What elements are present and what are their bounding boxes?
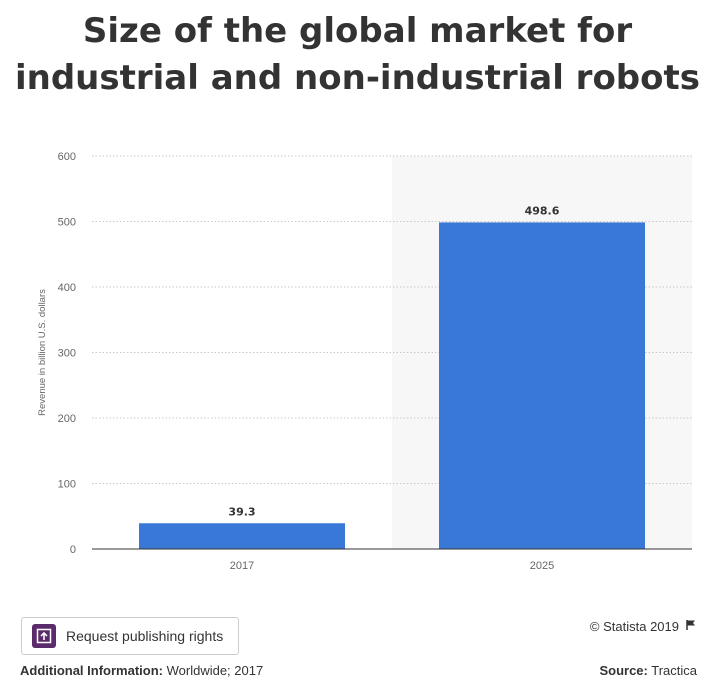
chart-title-line-2: industrial and non-industrial robots (14, 58, 700, 98)
x-tick-label: 2025 (530, 560, 554, 572)
copyright-notice[interactable]: © Statista 2019 (590, 619, 697, 634)
chart-title: Size of the global market for industrial… (0, 8, 715, 102)
y-tick-label: 300 (58, 348, 76, 360)
additional-information-value: Worldwide; 2017 (166, 663, 264, 678)
request-publishing-rights-label: Request publishing rights (66, 628, 224, 644)
chart-title-line-1: Size of the global market for (82, 11, 633, 51)
y-tick-label: 400 (58, 282, 76, 294)
source-value: Tractica (651, 663, 697, 678)
x-tick-label: 2017 (230, 560, 254, 572)
data-label: 39.3 (228, 505, 255, 518)
bar-chart: 0 100 200 300 400 500 600 Revenue in billion U.… (37, 151, 692, 572)
y-tick-label: 200 (58, 413, 76, 425)
publish-icon (32, 624, 56, 648)
y-tick-label: 100 (58, 479, 76, 491)
flag-icon[interactable] (685, 619, 697, 634)
y-tick-label: 600 (58, 151, 76, 163)
y-tick-label: 500 (58, 217, 76, 229)
additional-information: Additional Information: Worldwide; 2017 (20, 663, 263, 678)
data-label: 498.6 (525, 204, 560, 217)
bar (439, 222, 645, 549)
request-publishing-rights-button[interactable]: Request publishing rights (21, 617, 239, 655)
bar (139, 523, 345, 549)
copyright-text: © Statista 2019 (589, 619, 679, 634)
source-label: Source: (599, 663, 648, 678)
additional-information-label: Additional Information: (20, 663, 163, 678)
y-axis-title: Revenue in billion U.S. dollars (37, 289, 48, 416)
y-tick-label: 0 (70, 544, 76, 556)
source: Source: Tractica (599, 663, 697, 678)
